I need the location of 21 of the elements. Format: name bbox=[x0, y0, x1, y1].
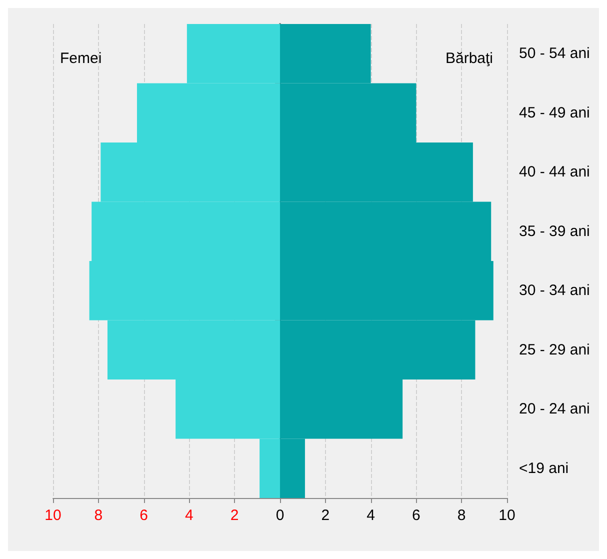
y-tick-label: 25 - 29 ani bbox=[519, 341, 590, 358]
x-tick-label: 6 bbox=[412, 507, 420, 524]
x-tick-label: 10 bbox=[498, 507, 516, 524]
y-tick-label: 40 - 44 ani bbox=[519, 164, 590, 181]
x-tick-label: 8 bbox=[94, 507, 103, 524]
x-tick-label: 2 bbox=[321, 507, 330, 524]
text: Femei bbox=[60, 50, 102, 67]
y-tick-label: 30 - 34 ani bbox=[519, 282, 590, 300]
text: Bărbaţi bbox=[445, 50, 494, 67]
x-tick-label: 4 bbox=[366, 507, 375, 524]
y-tick-label: 50 - 54 ani bbox=[519, 45, 590, 62]
x-tick-label: 10 bbox=[44, 507, 62, 524]
x-tick-label: 8 bbox=[457, 507, 466, 524]
y-tick-label: 35 - 39 ani bbox=[519, 222, 590, 240]
x-tick-label: 4 bbox=[185, 507, 194, 524]
x-tick-label: 2 bbox=[230, 507, 239, 524]
x-tick-label: 0 bbox=[276, 507, 284, 524]
x-tick-label: 6 bbox=[140, 507, 148, 524]
y-tick-label: <19 ani bbox=[519, 460, 569, 477]
y-tick-label: 45 - 49 ani bbox=[519, 104, 590, 122]
y-tick-label: 20 - 24 ani bbox=[519, 400, 590, 418]
